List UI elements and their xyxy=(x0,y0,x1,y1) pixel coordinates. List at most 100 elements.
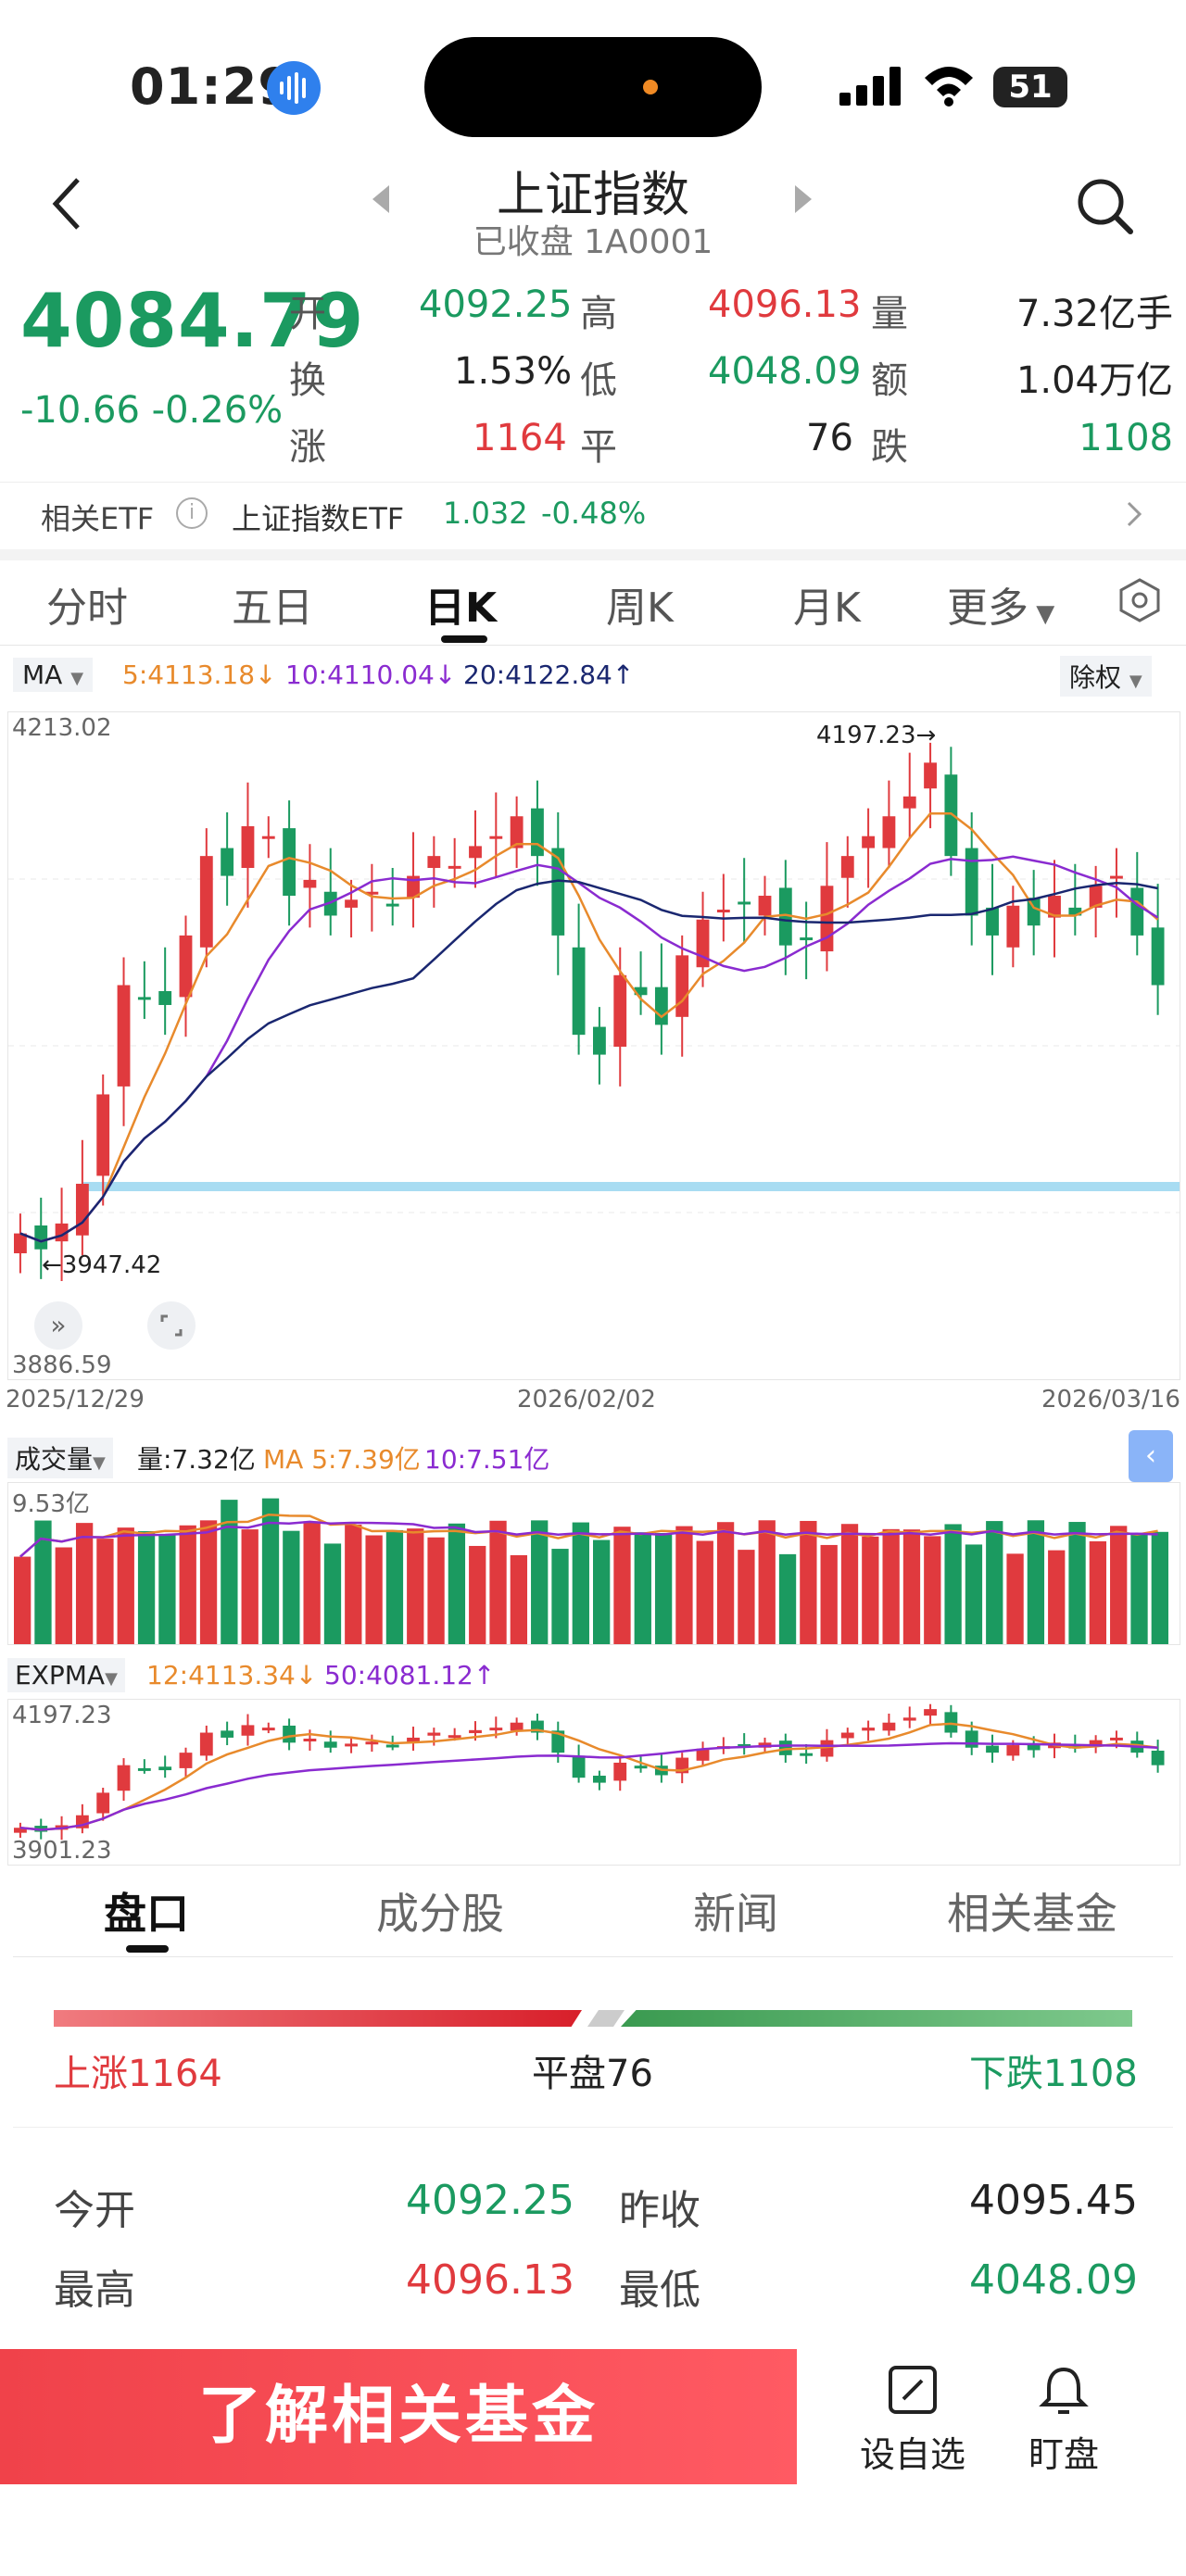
volume-bar xyxy=(199,1520,218,1644)
tab-more[interactable]: 更多 ▼ xyxy=(947,584,1055,632)
kline-candle xyxy=(551,848,565,936)
expma-candle xyxy=(345,1743,358,1747)
kline-candle xyxy=(820,886,834,952)
kline-candle xyxy=(221,848,234,876)
volume-bar xyxy=(1068,1522,1086,1644)
tab-five-day[interactable]: 五日 xyxy=(232,584,313,632)
expma-candle xyxy=(778,1740,792,1755)
kline-candle xyxy=(323,891,337,916)
volume-bar xyxy=(345,1524,362,1644)
volume-bar xyxy=(117,1527,134,1644)
kline-candle xyxy=(283,828,296,897)
price-change: -10.66 -0.26% xyxy=(20,389,284,432)
expma-candle xyxy=(1151,1750,1165,1766)
expma-chart: 4197.23 3901.23 xyxy=(7,1699,1180,1866)
tab-weekly-k[interactable]: 周K xyxy=(606,584,674,632)
chevron-right-icon[interactable] xyxy=(1125,499,1143,536)
day-low-value: 4048.09 xyxy=(969,2256,1138,2304)
tab-market-depth[interactable]: 盘口 xyxy=(104,1889,189,1939)
prev-close-value: 4095.45 xyxy=(969,2177,1138,2224)
ma-selector[interactable]: MA ▼ xyxy=(13,658,94,692)
fast-forward-icon[interactable]: » xyxy=(34,1301,82,1350)
add-watchlist-button[interactable]: 设自选 xyxy=(860,2362,965,2477)
tab-intraday[interactable]: 分时 xyxy=(46,584,128,632)
expma-candle xyxy=(613,1762,627,1781)
expma-candle xyxy=(820,1740,834,1757)
volume-bar xyxy=(303,1521,321,1644)
expma-candle xyxy=(14,1828,27,1833)
kline-candle xyxy=(738,901,751,905)
etf-label: 相关ETF xyxy=(41,501,155,536)
kline-candle xyxy=(965,848,978,916)
expma-candle xyxy=(158,1766,172,1771)
current-price: 4084.79 xyxy=(20,278,365,364)
kline-candle xyxy=(34,1225,48,1250)
tab-related-funds[interactable]: 相关基金 xyxy=(947,1889,1117,1939)
volume-bar xyxy=(96,1539,114,1644)
kline-candle xyxy=(1151,927,1165,986)
expma-candle xyxy=(365,1741,379,1745)
tab-daily-k[interactable]: 日K xyxy=(424,584,498,632)
kline-chart[interactable]: 4213.02 3886.59 4197.23→ ←3947.42 » xyxy=(7,711,1180,1380)
expma-candle xyxy=(924,1709,937,1716)
settings-hexagon-icon[interactable] xyxy=(1117,578,1162,626)
volume-bar xyxy=(14,1556,32,1644)
expma-candle xyxy=(1089,1740,1103,1746)
expma-candle xyxy=(862,1728,876,1731)
volume-bar xyxy=(1048,1550,1066,1644)
volume-bar xyxy=(1027,1520,1045,1644)
info-icon[interactable]: i xyxy=(176,497,208,529)
expma-candle xyxy=(551,1730,565,1753)
volume-bar xyxy=(696,1540,713,1644)
turnover-value: 1.53% xyxy=(454,350,573,393)
etf-name: 上证指数ETF xyxy=(232,501,405,536)
expma-candle xyxy=(96,1792,110,1814)
market-status: 已收盘 1A0001 xyxy=(473,223,713,261)
volume-bar xyxy=(738,1550,755,1644)
open-label: 开 xyxy=(289,293,326,335)
kline-candle xyxy=(986,907,999,936)
bell-icon xyxy=(1039,2367,1089,2414)
prev-index-arrow-icon[interactable] xyxy=(371,183,391,219)
breadth-up-segment xyxy=(54,2010,582,2027)
date-mid: 2026/02/02 xyxy=(517,1386,656,1414)
amount-value: 1.04万亿 xyxy=(1016,359,1173,402)
next-index-arrow-icon[interactable] xyxy=(793,183,814,219)
tab-news[interactable]: 新闻 xyxy=(693,1889,778,1939)
search-icon[interactable] xyxy=(1075,176,1136,241)
fullscreen-icon[interactable] xyxy=(147,1301,196,1350)
expma-candle xyxy=(1006,1745,1020,1756)
kline-candle xyxy=(654,986,668,1025)
volume-bar xyxy=(986,1521,1003,1644)
battery-indicator: 51 xyxy=(993,67,1067,107)
volume-bar xyxy=(778,1553,797,1644)
etf-price: 1.032 xyxy=(443,496,528,531)
volume-selector[interactable]: 成交量▼ xyxy=(7,1438,113,1478)
kline-candle xyxy=(179,935,193,998)
volume-bar xyxy=(75,1523,94,1644)
expma-candle xyxy=(510,1722,524,1731)
expma-selector[interactable]: EXPMA▼ xyxy=(7,1658,125,1692)
volume-bar xyxy=(407,1528,424,1644)
volume-bar xyxy=(241,1529,259,1644)
peak-annotation: 4197.23→ xyxy=(816,722,937,749)
related-etf-bar[interactable]: 相关ETF i 上证指数ETF 1.032 -0.48% xyxy=(0,482,1186,560)
kline-candle xyxy=(882,816,896,848)
kline-candle xyxy=(800,937,814,941)
adjust-selector[interactable]: 除权 ▼ xyxy=(1060,656,1152,697)
learn-funds-button[interactable]: 了解相关基金 xyxy=(0,2349,797,2484)
tab-monthly-k[interactable]: 月K xyxy=(793,584,861,632)
kline-candle xyxy=(531,808,544,857)
volume-bar xyxy=(593,1539,611,1644)
kline-candle xyxy=(137,997,151,1000)
kline-candle xyxy=(1068,907,1082,916)
volume-bar xyxy=(1110,1526,1128,1644)
day-low-label: 最低 xyxy=(619,2267,700,2314)
tab-constituents[interactable]: 成分股 xyxy=(376,1889,504,1939)
expma-candle xyxy=(427,1732,441,1736)
volume-bar xyxy=(221,1500,238,1644)
monitor-button[interactable]: 盯盘 xyxy=(1028,2362,1099,2477)
expma-candle xyxy=(385,1744,399,1748)
collapse-panel-button[interactable]: ‹ xyxy=(1129,1430,1173,1482)
back-button[interactable] xyxy=(48,174,85,237)
